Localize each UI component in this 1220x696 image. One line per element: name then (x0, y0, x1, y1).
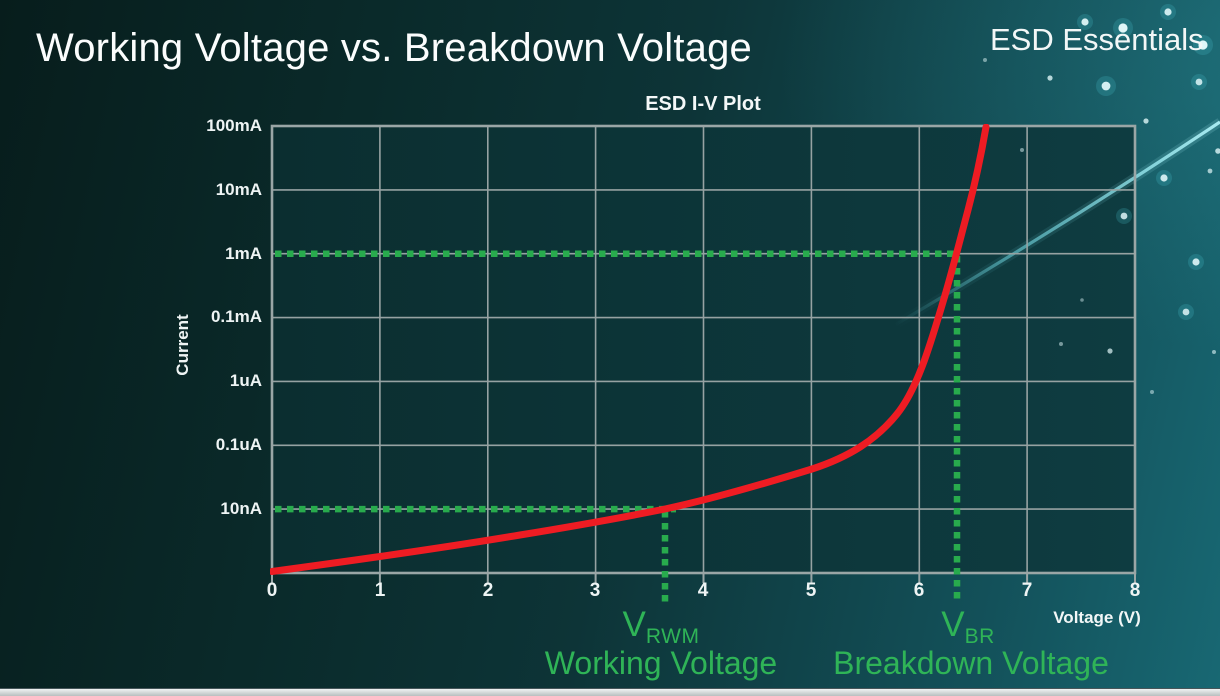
x-tick-1: 1 (374, 580, 386, 601)
x-tick-2: 2 (482, 580, 494, 601)
x-tick-6: 6 (913, 580, 925, 601)
x-tick-5: 5 (805, 580, 817, 601)
y-tick-10nA: 10nA (220, 499, 262, 518)
vbr-symbol: VBR (941, 605, 995, 648)
annotation-dotted-lines (275, 250, 961, 607)
iv-curve (270, 124, 990, 575)
y-tick-10mA: 10mA (215, 180, 262, 199)
y-tick-0.1mA: 0.1mA (210, 307, 262, 326)
breakdown-voltage-caption: Breakdown Voltage (833, 645, 1109, 681)
x-tick-3: 3 (589, 580, 601, 601)
chart-title: ESD I-V Plot (645, 93, 761, 115)
plot-border (270, 124, 1137, 575)
bottom-frame-bar (0, 688, 1220, 696)
x-axis-ticks (271, 574, 1136, 583)
x-axis-title: Voltage (V) (1053, 608, 1141, 627)
y-tick-100mA: 100mA (206, 116, 262, 135)
x-tick-8: 8 (1129, 580, 1141, 601)
brand-watermark: ESD Essentials (990, 22, 1204, 57)
y-tick-1mA: 1mA (225, 244, 262, 263)
vrwm-symbol: VRWM (622, 605, 700, 648)
light-streak-decoration (892, 118, 1220, 329)
particle-dots-decoration (983, 4, 1220, 394)
x-tick-4: 4 (697, 580, 709, 601)
x-tick-0: 0 (266, 580, 278, 601)
slide-title: Working Voltage vs. Breakdown Voltage (36, 26, 752, 70)
working-voltage-caption: Working Voltage (544, 645, 778, 681)
y-tick-1uA: 1uA (229, 371, 262, 390)
y-tick-0.1uA: 0.1uA (215, 435, 262, 454)
y-axis-title: Current (173, 314, 192, 376)
x-tick-7: 7 (1021, 580, 1033, 601)
